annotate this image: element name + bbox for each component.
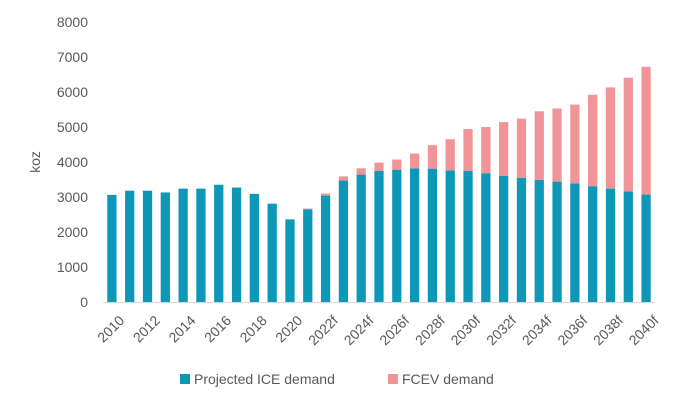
x-axis-ticks: 2010 2012 2014 2016 2018 2020 2022f 2024f 2026f 2… [94,312,662,348]
bar-fcev-demand [427,145,438,169]
x-tick-label: 2034f [519,312,555,348]
bar-fcev-demand [623,77,633,192]
bar-fcev-demand [356,168,366,175]
y-tick-label: 2000 [57,224,88,240]
legend-swatch-fcev [388,374,398,384]
legend-swatch-ice [180,374,190,384]
bar-ice-demand [516,177,527,302]
y-tick-label: 8000 [57,14,88,30]
bar-fcev-demand [320,193,331,196]
bar-fcev-demand [552,108,562,182]
x-tick-label: 2030f [447,312,483,348]
x-tick-label: 2038f [590,312,626,348]
bar-fcev-demand [481,127,491,174]
bar-ice-demand [552,181,562,302]
legend-label-ice: Projected ICE demand [194,371,335,387]
bar-fcev-demand [445,139,455,171]
bar-ice-demand [267,203,277,302]
y-tick-label: 4000 [57,154,88,170]
x-tick-label: 2010 [94,312,127,345]
bar-ice-demand [570,183,580,302]
x-tick-label: 2016 [201,312,234,345]
x-tick-label: 2022f [305,312,341,348]
bar-ice-demand [196,188,206,302]
bar-fcev-demand [605,87,616,189]
bar-ice-demand [463,170,473,302]
bar-fcev-demand [570,104,580,184]
bars [107,66,651,302]
bar-ice-demand [427,168,438,302]
bar-ice-demand [320,195,331,302]
bar-fcev-demand [338,176,349,181]
bar-fcev-demand [374,162,384,171]
bar-ice-demand [303,209,313,302]
y-tick-label: 0 [80,294,88,310]
bar-fcev-demand [499,122,509,176]
bar-ice-demand [285,219,295,302]
bar-ice-demand [338,180,349,302]
x-tick-label: 2020 [272,312,305,345]
x-tick-label: 2028f [412,312,448,348]
legend: Projected ICE demand FCEV demand [180,371,494,387]
bar-ice-demand [605,188,616,302]
y-tick-label: 1000 [57,259,88,275]
y-axis-ticks: 0 1000 2000 3000 4000 5000 6000 7000 8000 [57,14,88,310]
x-tick-label: 2040f [625,312,661,348]
bar-ice-demand [481,173,491,302]
bar-ice-demand [178,188,188,302]
bar-ice-demand [499,176,509,302]
y-axis-label: koz [27,151,43,173]
bar-ice-demand [623,191,633,302]
x-tick-label: 2014 [165,312,198,345]
y-tick-label: 6000 [57,84,88,100]
bar-fcev-demand [534,111,544,180]
bar-ice-demand [214,184,224,302]
bar-ice-demand [231,187,242,302]
y-tick-label: 5000 [57,119,88,135]
bar-ice-demand [356,174,366,302]
bar-ice-demand [142,190,153,302]
bar-fcev-demand [516,118,527,178]
x-tick-label: 2032f [483,312,519,348]
bar-ice-demand [160,192,170,302]
bar-ice-demand [374,170,384,302]
bar-fcev-demand [303,208,313,210]
bar-ice-demand [409,168,420,302]
x-tick-label: 2024f [341,312,377,348]
bar-fcev-demand [392,159,402,170]
x-tick-label: 2026f [376,312,412,348]
legend-label-fcev: FCEV demand [402,371,494,387]
x-tick-label: 2036f [554,312,590,348]
bar-ice-demand [107,194,117,302]
bar-fcev-demand [641,66,651,195]
y-tick-label: 3000 [57,189,88,205]
bar-ice-demand [641,194,651,302]
y-tick-label: 7000 [57,49,88,65]
bar-ice-demand [249,193,259,302]
x-tick-label: 2018 [236,312,269,345]
x-tick-label: 2012 [130,312,163,345]
bar-ice-demand [125,190,135,302]
bar-ice-demand [445,170,455,302]
bar-fcev-demand [588,94,598,187]
bar-fcev-demand [409,153,420,169]
bar-ice-demand [534,179,544,302]
bar-ice-demand [588,186,598,302]
bar-fcev-demand [463,129,473,171]
bar-ice-demand [392,169,402,302]
